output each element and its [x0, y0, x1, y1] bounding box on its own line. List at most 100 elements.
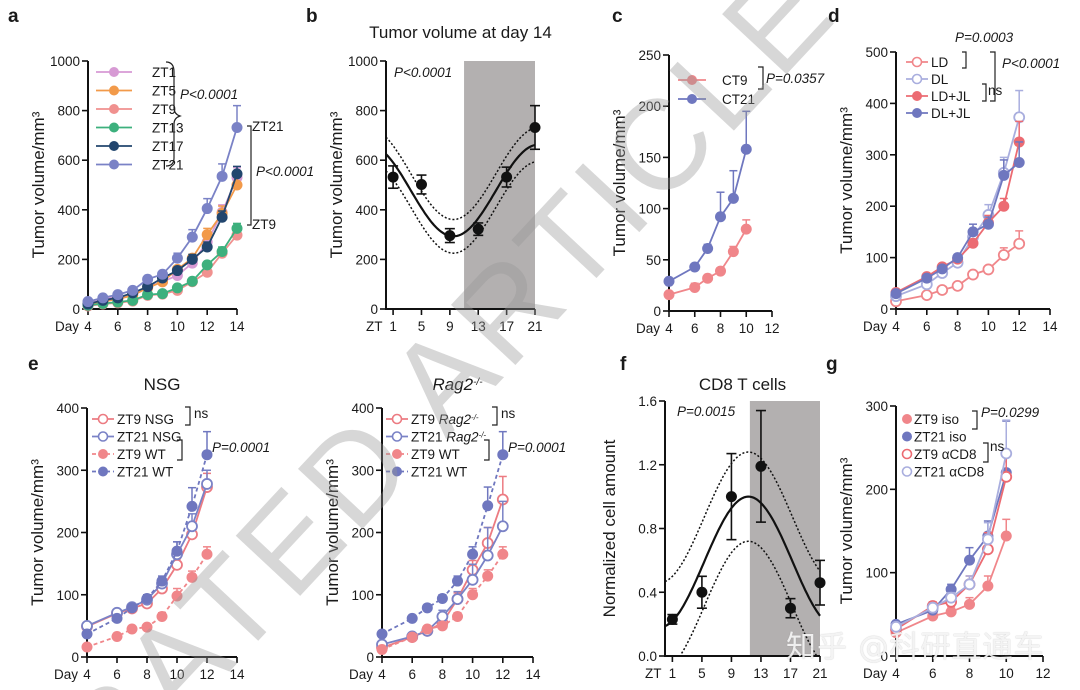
data-point — [451, 593, 464, 606]
data-point — [936, 284, 949, 296]
series-zt9-wt — [81, 546, 213, 653]
legend-marker — [109, 122, 119, 133]
data-point — [936, 263, 948, 275]
data-point — [216, 211, 228, 223]
data-point — [981, 533, 994, 546]
annotation: ns — [990, 439, 1005, 454]
legend-entry: DL — [906, 72, 949, 87]
legend-entry: ZT9 Rag2-/- — [386, 412, 479, 427]
legend-label: ZT9 — [152, 102, 176, 117]
y-tick-label: 600 — [355, 153, 378, 168]
data-point — [702, 272, 714, 284]
x-tick-label: 6 — [114, 319, 122, 334]
legend-label: ZT9 Rag2-/- — [411, 412, 479, 427]
data-point — [663, 289, 675, 301]
legend-label: LD+JL — [931, 89, 971, 104]
data-point — [501, 171, 513, 183]
data-point — [967, 226, 979, 238]
x-tick-label: 5 — [418, 319, 426, 334]
data-point — [964, 598, 975, 610]
legend-label: ZT21 WT — [117, 465, 173, 480]
legend-label: ZT9 WT — [117, 447, 166, 462]
data-point — [216, 245, 228, 257]
annotation: P=0.0001 — [212, 440, 270, 455]
legend-entry: ZT21 iso — [902, 430, 967, 445]
panel-label: g — [826, 354, 838, 375]
legend-entry: CT9 — [678, 73, 748, 88]
y-tick-label: 0 — [72, 302, 80, 317]
legend-label: CT9 — [722, 73, 748, 88]
title-superscript: -/- — [473, 377, 483, 388]
fit-curve — [664, 495, 821, 628]
y-tick-label: 400 — [56, 401, 79, 416]
significance-bracket — [962, 51, 967, 69]
significance-bracket — [990, 51, 996, 102]
ci-upper-curve — [385, 127, 536, 221]
x-tick-label: 12 — [1012, 319, 1027, 334]
data-point — [376, 644, 388, 656]
data-point — [156, 575, 168, 587]
y-axis-label: Tumor volume/mm³ — [837, 107, 856, 254]
legend-marker — [98, 466, 108, 477]
legend-entry: LD — [906, 55, 949, 70]
panel-b: b Tumor volume at day 14 0 200 400 600 800 1000… — [306, 6, 552, 334]
data-point — [696, 586, 708, 598]
panel-f: f CD8 T cells 0.0 0.4 0.8 1.2 1.6 1 5 9 13 17 21 ZT No… — [600, 354, 828, 681]
y-tick-label: 0 — [370, 302, 378, 317]
series-ct21 — [663, 110, 752, 287]
y-tick-label: 500 — [865, 45, 888, 60]
x-tick-label: 10 — [999, 666, 1014, 681]
data-point — [963, 578, 976, 591]
legend-marker — [109, 159, 119, 170]
title-text: Rag2 — [432, 375, 473, 394]
data-point — [951, 279, 964, 292]
data-point — [1000, 530, 1012, 542]
chart-title: CD8 T cells — [699, 375, 786, 394]
panel-a: a 0 200 400 600 800 1000 4 6 8 10 12 14 Day Tumor volu… — [8, 6, 314, 334]
data-point — [141, 592, 153, 604]
legend-marker — [687, 94, 697, 104]
legend-entry: ZT21 WT — [386, 465, 467, 480]
x-tick-label: 10 — [170, 319, 185, 334]
annotation: ZT9 — [252, 217, 276, 232]
y-tick-label: 1000 — [348, 54, 378, 69]
annotation: P<0.0001 — [180, 87, 238, 102]
chart-title: NSG — [144, 375, 181, 394]
y-tick-label: 200 — [56, 526, 79, 541]
data-point — [702, 243, 714, 255]
significance-bracket — [758, 66, 764, 90]
y-tick-label: 1.2 — [638, 458, 657, 473]
x-tick-label: 10 — [465, 667, 480, 682]
legend-label: CT21 — [722, 92, 755, 107]
data-point — [497, 548, 509, 560]
x-tick-label: 10 — [981, 319, 996, 334]
data-point — [998, 169, 1010, 181]
y-tick-label: 1.6 — [638, 394, 657, 409]
data-point — [466, 573, 479, 586]
y-axis-label: Tumor volume/mm³ — [28, 459, 47, 606]
y-tick-label: 250 — [638, 48, 661, 63]
legend-label: ZT17 — [152, 139, 184, 154]
series-zt9-wt — [376, 546, 509, 656]
y-axis-label: Tumor volume/mm³ — [327, 111, 346, 258]
significance-bracket — [247, 125, 252, 226]
chart-title: Rag2-/- — [432, 375, 483, 394]
y-tick-label: 0 — [653, 304, 661, 319]
y-tick-label: 0 — [71, 650, 79, 665]
data-point — [82, 296, 94, 308]
x-tick-label: 8 — [954, 319, 962, 334]
data-point — [201, 449, 213, 461]
x-tick-label: 1 — [669, 666, 677, 681]
y-tick-label: 200 — [865, 482, 888, 497]
y-axis-label: Normalized cell amount — [600, 439, 619, 617]
data-point — [666, 613, 678, 625]
annotation: ns — [194, 406, 209, 421]
data-point — [421, 602, 433, 614]
y-tick-label: 400 — [865, 96, 888, 111]
x-tick-label: 8 — [439, 667, 447, 682]
legend-marker — [97, 413, 109, 425]
annotation: P<0.0001 — [1002, 56, 1060, 71]
significance-bracket — [983, 442, 989, 463]
legend-entry: ZT9 — [96, 102, 176, 117]
